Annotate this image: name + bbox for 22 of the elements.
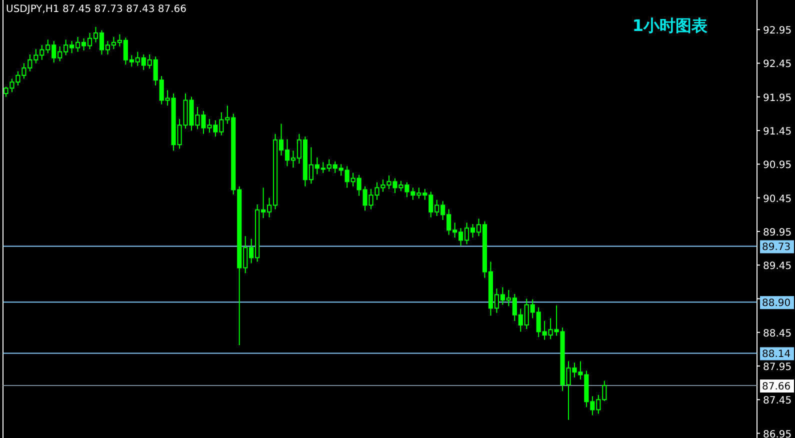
y-tick-label: 88.45 (763, 328, 792, 340)
ref-line-label: 89.73 (762, 242, 791, 254)
ref-label: 89.73 (760, 240, 794, 254)
annotation: 1小时图表 (632, 16, 709, 35)
ref-label: 88.90 (760, 296, 794, 310)
y-tick-label: 90.45 (763, 194, 792, 205)
ref-line-label: 88.14 (762, 349, 791, 360)
y-tick-label: 89.45 (763, 261, 792, 272)
y-tick-label: 92.45 (763, 59, 792, 70)
y-tick-label: 91.95 (763, 92, 792, 104)
y-tick-label: 90.95 (763, 160, 792, 172)
ref-line-label: 87.66 (762, 382, 791, 393)
y-tick-label: 87.45 (763, 396, 792, 407)
ref-label: 88.14 (760, 347, 794, 360)
y-tick-label: 87.95 (763, 362, 792, 374)
chart-title: USDJPY,H1 87.45 87.73 87.43 87.66 (6, 4, 187, 15)
y-tick-label: 86.95 (763, 429, 792, 438)
y-tick-label: 89.95 (763, 227, 792, 238)
ref-line-label: 88.90 (762, 298, 791, 310)
y-tick-label: 92.95 (763, 26, 792, 37)
ref-label: 87.66 (760, 380, 794, 393)
y-tick-label: 91.45 (763, 126, 792, 138)
